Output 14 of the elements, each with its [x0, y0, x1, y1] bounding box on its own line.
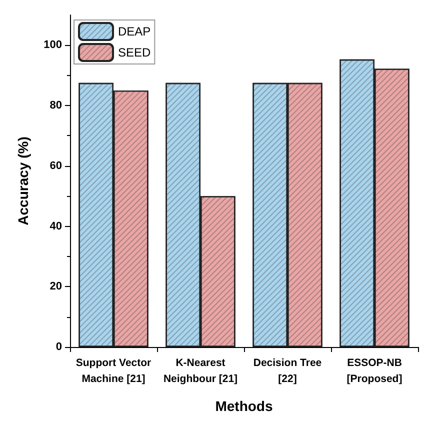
- y-tick-label: 60: [50, 160, 62, 172]
- x-tick-label: Decision Tree [22]: [253, 357, 322, 385]
- x-tick-label: ESSOP-NB [Proposed]: [346, 357, 402, 385]
- legend-label: SEED: [118, 46, 152, 60]
- y-tick-label: 40: [50, 220, 62, 232]
- x-axis-title: Methods: [215, 398, 273, 414]
- x-tick-label: K-Nearest Neighbour [21]: [163, 357, 238, 385]
- y-tick-label: 100: [44, 39, 62, 52]
- legend-label: DEAP: [118, 24, 151, 38]
- y-tick-label: 80: [50, 100, 62, 112]
- y-axis-title: Accuracy (%): [15, 136, 31, 226]
- y-tick-label: 0: [56, 341, 62, 353]
- y-tick-label: 20: [50, 280, 62, 293]
- x-tick-label: Support Vector Machine [21]: [76, 357, 152, 385]
